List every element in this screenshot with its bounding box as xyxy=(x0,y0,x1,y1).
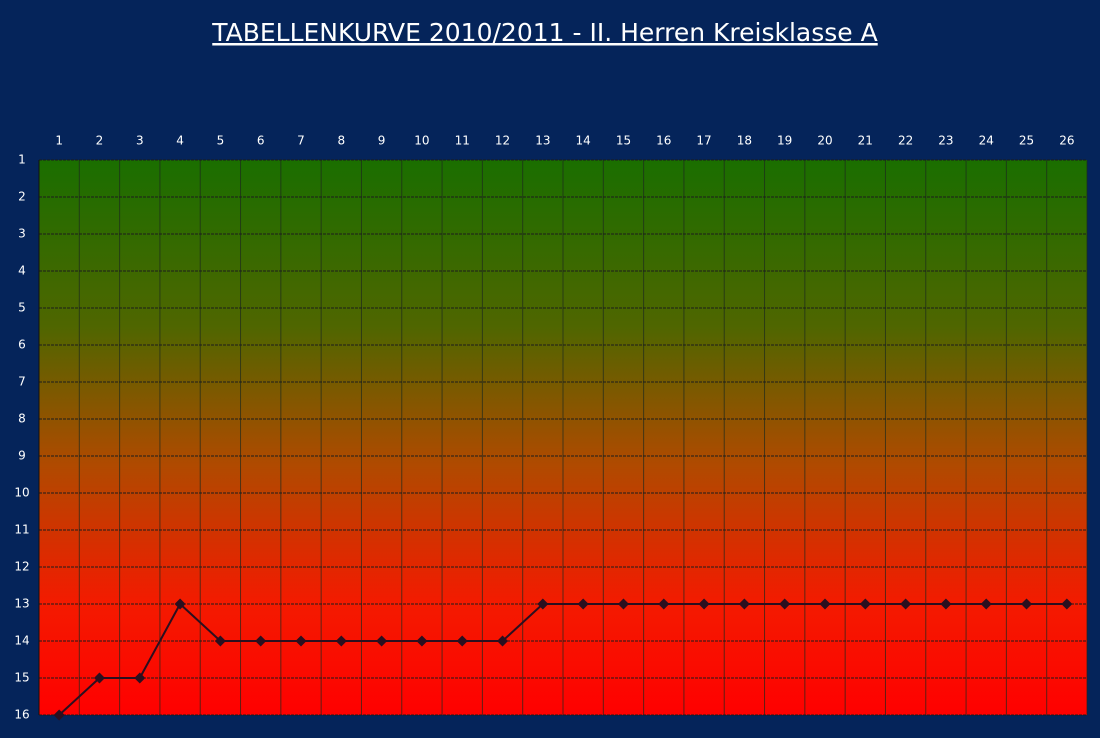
data-point xyxy=(456,635,468,647)
y-tick-label: 16 xyxy=(14,708,29,722)
x-tick-label: 2 xyxy=(96,134,104,148)
y-tick-label: 2 xyxy=(18,190,26,204)
y-tick-label: 10 xyxy=(14,486,29,500)
y-tick-label: 7 xyxy=(18,375,26,389)
data-point xyxy=(617,598,629,610)
data-point xyxy=(658,598,670,610)
x-tick-label: 25 xyxy=(1019,134,1034,148)
x-tick-label: 26 xyxy=(1059,134,1074,148)
series-line xyxy=(58,602,1067,716)
data-point xyxy=(295,635,307,647)
y-tick-label: 5 xyxy=(18,301,26,315)
y-tick-label: 15 xyxy=(14,671,29,685)
data-point xyxy=(376,635,388,647)
data-point xyxy=(134,672,146,684)
y-tick-label: 8 xyxy=(18,412,26,426)
y-tick-label: 12 xyxy=(14,560,29,574)
data-point xyxy=(1061,598,1073,610)
data-point xyxy=(335,635,347,647)
x-tick-label: 6 xyxy=(257,134,265,148)
y-tick-label: 14 xyxy=(14,634,29,648)
x-tick-label: 11 xyxy=(455,134,470,148)
data-point xyxy=(698,598,710,610)
x-tick-label: 19 xyxy=(777,134,792,148)
x-tick-label: 24 xyxy=(979,134,994,148)
x-tick-label: 9 xyxy=(378,134,386,148)
data-point xyxy=(859,598,871,610)
x-tick-label: 17 xyxy=(696,134,711,148)
data-point xyxy=(738,598,750,610)
x-tick-label: 20 xyxy=(817,134,832,148)
data-point xyxy=(93,672,105,684)
data-point xyxy=(940,598,952,610)
x-tick-label: 5 xyxy=(217,134,225,148)
data-point xyxy=(819,598,831,610)
chart-title: TABELLENKURVE 2010/2011 - II. Herren Kre… xyxy=(211,18,877,47)
x-tick-label: 7 xyxy=(297,134,305,148)
x-tick-label: 12 xyxy=(495,134,510,148)
x-tick-label: 1 xyxy=(55,134,63,148)
data-point xyxy=(416,635,428,647)
y-tick-label: 4 xyxy=(18,264,26,278)
x-tick-label: 4 xyxy=(176,134,184,148)
x-tick-label: 23 xyxy=(938,134,953,148)
x-tick-label: 21 xyxy=(858,134,873,148)
x-tick-label: 10 xyxy=(414,134,429,148)
x-tick-label: 8 xyxy=(337,134,345,148)
data-point xyxy=(537,598,549,610)
data-point xyxy=(1021,598,1033,610)
y-tick-label: 3 xyxy=(18,227,26,241)
data-point xyxy=(497,635,509,647)
x-tick-label: 22 xyxy=(898,134,913,148)
x-tick-label: 13 xyxy=(535,134,550,148)
x-tick-label: 15 xyxy=(616,134,631,148)
y-tick-label: 1 xyxy=(18,153,26,167)
data-point xyxy=(53,709,65,721)
y-tick-label: 13 xyxy=(14,597,29,611)
x-tick-label: 3 xyxy=(136,134,144,148)
y-tick-label: 9 xyxy=(18,449,26,463)
x-tick-label: 16 xyxy=(656,134,671,148)
x-tick-label: 14 xyxy=(576,134,591,148)
data-point xyxy=(174,598,186,610)
data-point xyxy=(214,635,226,647)
data-point xyxy=(577,598,589,610)
data-point xyxy=(779,598,791,610)
data-point xyxy=(900,598,912,610)
y-tick-label: 11 xyxy=(14,523,29,537)
x-tick-label: 18 xyxy=(737,134,752,148)
y-tick-label: 6 xyxy=(18,338,26,352)
data-point xyxy=(980,598,992,610)
data-point xyxy=(255,635,267,647)
